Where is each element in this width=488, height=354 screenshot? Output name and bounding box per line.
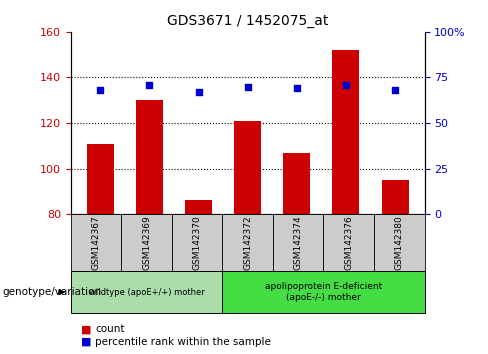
Text: count: count [95, 324, 124, 334]
Bar [122, 214, 172, 271]
Bar [273, 214, 324, 271]
Text: percentile rank within the sample: percentile rank within the sample [95, 337, 271, 347]
Text: apolipoprotein E-deficient
(apoE-/-) mother: apolipoprotein E-deficient (apoE-/-) mot… [265, 282, 382, 302]
Point [342, 82, 350, 87]
Bar [136, 100, 163, 214]
Bar [223, 271, 425, 313]
Bar [324, 214, 374, 271]
Bar [223, 214, 273, 271]
Point [195, 89, 203, 95]
Text: GSM142372: GSM142372 [243, 215, 252, 270]
Point [293, 86, 301, 91]
Text: GSM142380: GSM142380 [395, 215, 404, 270]
Bar [284, 153, 310, 214]
Bar [382, 180, 408, 214]
Point [145, 82, 153, 87]
Point [96, 87, 104, 93]
Bar [71, 271, 223, 313]
Bar [87, 143, 114, 214]
Bar [332, 50, 360, 214]
Text: genotype/variation: genotype/variation [2, 287, 102, 297]
Bar [172, 214, 223, 271]
Bar [374, 214, 425, 271]
Text: ■: ■ [81, 324, 91, 334]
Title: GDS3671 / 1452075_at: GDS3671 / 1452075_at [167, 14, 328, 28]
Text: wildtype (apoE+/+) mother: wildtype (apoE+/+) mother [89, 287, 204, 297]
Bar [185, 200, 212, 214]
Bar [234, 121, 261, 214]
Text: GSM142369: GSM142369 [142, 215, 151, 270]
Text: GSM142370: GSM142370 [193, 215, 202, 270]
Bar [71, 214, 122, 271]
Point [391, 87, 399, 93]
Text: GSM142376: GSM142376 [344, 215, 353, 270]
Point [244, 84, 252, 89]
Text: ■: ■ [81, 337, 91, 347]
Text: GSM142367: GSM142367 [92, 215, 101, 270]
Text: GSM142374: GSM142374 [294, 215, 303, 270]
